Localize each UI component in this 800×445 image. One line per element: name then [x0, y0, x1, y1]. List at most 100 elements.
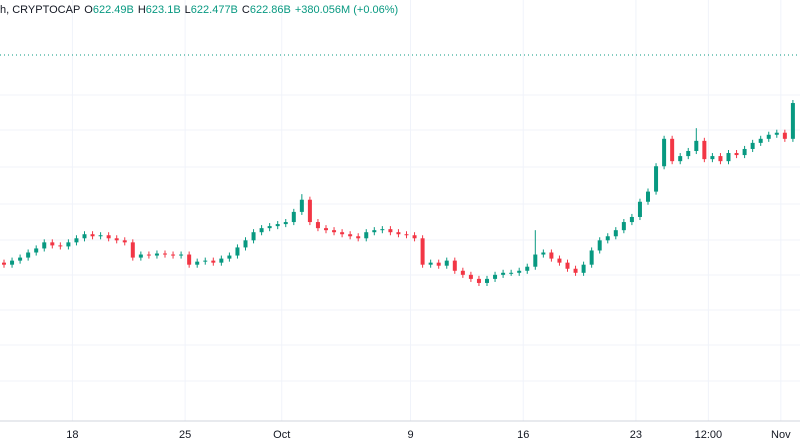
candle-body	[283, 222, 288, 225]
candle-body	[114, 238, 119, 241]
candle-body	[332, 230, 337, 233]
candle-body	[766, 134, 771, 139]
candle-body	[654, 166, 659, 192]
x-tick-label: 25	[179, 429, 191, 441]
candle-body	[493, 274, 498, 279]
candle-body	[790, 103, 795, 139]
candle-body	[98, 235, 103, 237]
candle-body	[2, 262, 6, 265]
candle-body	[629, 216, 634, 223]
ohlc-value: 622.49B	[92, 4, 134, 16]
x-tick-label: Nov	[771, 429, 791, 441]
symbol: h, CRYPTOCAP	[0, 4, 81, 16]
candle-body	[74, 238, 79, 243]
ohlc-value: 623.1B	[145, 4, 181, 16]
candle-body	[605, 236, 610, 241]
ohlc-label: O	[84, 4, 93, 16]
candle-body	[291, 211, 296, 223]
candle-body	[235, 247, 240, 256]
candle-body	[154, 253, 159, 256]
candle-body	[734, 153, 739, 156]
candle-body	[533, 254, 538, 267]
candle-body	[485, 278, 489, 283]
ohlc-value: 622.477B	[190, 4, 238, 16]
candle-body	[517, 270, 522, 273]
candle-body	[509, 272, 514, 274]
candle-body	[195, 261, 200, 265]
candle-body	[372, 230, 377, 233]
ohlc-value: 622.86B	[249, 4, 291, 16]
candle-body	[211, 260, 216, 263]
candle-body	[299, 199, 304, 212]
candle-body	[396, 232, 401, 235]
candle-body	[324, 228, 328, 231]
candle-body	[460, 270, 465, 275]
candle-body	[549, 252, 554, 259]
candle-body	[613, 230, 618, 237]
candle-body	[356, 236, 361, 239]
candle-body	[412, 235, 417, 239]
candle-body	[259, 228, 264, 233]
candle-body	[187, 254, 192, 265]
candle-body	[476, 278, 481, 283]
candle-body	[726, 153, 731, 162]
candle-body	[138, 254, 143, 258]
candle-body	[637, 201, 642, 217]
candle-body	[444, 260, 449, 266]
candle-body	[42, 242, 47, 249]
candle-body	[275, 224, 280, 227]
candle-body	[541, 252, 546, 255]
candle-body	[267, 226, 272, 229]
candle-body	[686, 151, 691, 157]
candle-body	[420, 238, 425, 265]
x-tick-label: 23	[630, 429, 642, 441]
candle-body	[750, 142, 755, 149]
candle-body	[163, 253, 167, 255]
candle-body	[710, 156, 715, 160]
candle-body	[436, 262, 441, 266]
candle-body	[34, 248, 39, 253]
candle-body	[106, 235, 111, 239]
candle-body	[621, 222, 626, 231]
candle-body	[525, 266, 530, 271]
candle-body	[758, 138, 763, 143]
candle-body	[364, 232, 369, 239]
candle-body	[251, 232, 256, 241]
candle-body	[589, 250, 594, 265]
candle-body	[227, 255, 232, 259]
candle-body	[90, 234, 95, 237]
x-tick-label: Oct	[273, 429, 290, 441]
candle-body	[58, 245, 63, 247]
candle-body	[678, 156, 683, 162]
candle-body	[742, 148, 747, 156]
candle-body	[702, 140, 707, 160]
candle-body	[315, 222, 320, 229]
candle-body	[388, 229, 393, 233]
candle-body	[468, 274, 473, 279]
candle-body	[428, 262, 433, 265]
candle-body	[404, 234, 409, 236]
x-tick-label: 18	[66, 429, 78, 441]
candle-body	[782, 132, 787, 139]
candle-body	[171, 254, 176, 256]
change: +380.056M (+0.06%)	[294, 4, 399, 16]
candle-body	[82, 234, 87, 239]
candle-body	[26, 252, 31, 258]
x-tick-label: 12:00	[695, 429, 723, 441]
candle-body	[179, 254, 184, 256]
candle-body	[50, 242, 55, 246]
candle-body	[662, 138, 667, 167]
candle-body	[243, 240, 248, 248]
candle-body	[340, 232, 345, 235]
candle-body	[452, 260, 457, 271]
legend: h, CRYPTOCAP O622.49B H623.1B L622.477B C622…	[0, 4, 402, 16]
candle-body	[565, 262, 570, 269]
candle-body	[130, 242, 135, 258]
candle-body	[774, 132, 779, 135]
candle-body	[203, 260, 208, 262]
ohlc-label: C	[241, 4, 250, 16]
x-tick-label: 9	[407, 429, 413, 441]
candle-body	[380, 229, 385, 231]
